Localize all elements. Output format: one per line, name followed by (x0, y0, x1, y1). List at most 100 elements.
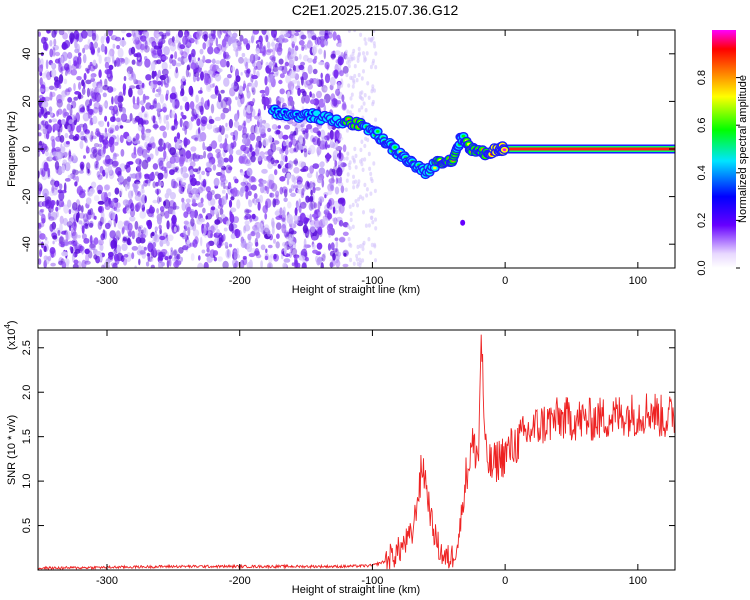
noise-speckle (337, 251, 342, 257)
noise-speckle (363, 157, 367, 162)
noise-speckle (102, 103, 108, 107)
noise-speckle (357, 108, 361, 113)
x-tick-label: 100 (629, 275, 647, 287)
noise-speckle (68, 209, 72, 215)
noise-speckle (136, 60, 140, 67)
noise-speckle (244, 220, 250, 226)
noise-speckle (206, 190, 213, 201)
noise-speckle (352, 185, 356, 190)
noise-speckle (188, 54, 192, 61)
noise-speckle (169, 42, 177, 52)
noise-speckle (151, 231, 155, 237)
noise-speckle (301, 106, 305, 111)
noise-speckle (165, 141, 170, 149)
noise-speckle (104, 115, 108, 122)
noise-speckle (162, 107, 167, 113)
noise-speckle (183, 225, 187, 230)
noise-speckle (274, 63, 278, 68)
noise-speckle (44, 43, 49, 50)
noise-speckle (205, 161, 213, 168)
noise-speckle (152, 88, 156, 93)
noise-speckle (326, 30, 333, 35)
noise-speckle (100, 43, 105, 53)
noise-speckle (285, 74, 292, 84)
noise-speckle (276, 233, 280, 239)
noise-speckle (271, 221, 276, 229)
noise-speckle (292, 138, 297, 147)
noise-speckle (255, 242, 259, 247)
noise-speckle (190, 177, 197, 187)
noise-speckle (45, 150, 49, 157)
noise-speckle (312, 58, 317, 64)
trace-blob (461, 134, 466, 138)
noise-speckle (220, 112, 226, 120)
noise-speckle (223, 97, 229, 102)
noise-speckle (340, 185, 345, 194)
noise-speckle (338, 236, 346, 243)
noise-speckle (139, 250, 146, 255)
noise-speckle (371, 101, 375, 107)
noise-speckle (174, 249, 178, 256)
noise-speckle (205, 167, 212, 173)
noise-speckle (235, 149, 243, 156)
noise-speckle (41, 96, 45, 102)
noise-speckle (109, 200, 114, 208)
noise-speckle (150, 248, 155, 259)
noise-speckle (97, 189, 102, 195)
noise-speckle (316, 258, 321, 266)
noise-speckle (101, 264, 105, 268)
noise-speckle (316, 90, 322, 99)
noise-speckle (217, 156, 225, 167)
noise-speckle (85, 145, 89, 154)
noise-speckle (290, 192, 297, 197)
noise-speckle (133, 39, 140, 45)
noise-speckle (307, 83, 313, 90)
noise-speckle (220, 168, 225, 179)
noise-speckle (43, 161, 49, 172)
noise-speckle (295, 203, 299, 208)
noise-speckle (294, 125, 302, 132)
noise-speckle (299, 212, 306, 223)
noise-speckle (293, 130, 297, 136)
noise-speckle (73, 56, 80, 66)
noise-speckle (158, 138, 164, 147)
noise-speckle (119, 188, 123, 197)
noise-speckle (80, 30, 88, 39)
noise-speckle (99, 105, 104, 112)
noise-speckle (290, 34, 297, 45)
noise-speckle (123, 220, 131, 226)
noise-speckle (198, 101, 204, 106)
noise-speckle (203, 225, 207, 236)
noise-speckle (283, 258, 291, 263)
noise-speckle (57, 229, 61, 236)
noise-speckle (246, 243, 252, 253)
noise-speckle (73, 259, 79, 265)
noise-speckle (52, 151, 59, 157)
noise-speckle (229, 87, 236, 97)
noise-speckle (318, 196, 325, 203)
y-tick-label: 0.5 (21, 518, 33, 533)
noise-speckle (313, 202, 318, 209)
noise-speckle (342, 231, 349, 236)
noise-speckle (190, 217, 195, 227)
noise-speckle (179, 159, 184, 167)
noise-speckle (370, 215, 374, 220)
noise-speckle (342, 249, 349, 257)
noise-speckle (303, 244, 308, 250)
noise-speckle (309, 195, 314, 202)
noise-speckle (159, 228, 162, 235)
noise-speckle (93, 195, 100, 202)
noise-speckle (302, 123, 305, 127)
noise-speckle (204, 146, 208, 151)
noise-speckle (251, 213, 256, 220)
noise-speckle (197, 186, 204, 194)
noise-speckle (77, 204, 82, 212)
noise-speckle (49, 223, 54, 232)
noise-speckle (161, 55, 169, 61)
noise-speckle (202, 141, 206, 151)
snr-ylabel: SNR (10 * v/v) (6, 415, 18, 485)
noise-speckle (143, 246, 147, 251)
noise-speckle (309, 91, 312, 98)
noise-speckle (289, 69, 296, 79)
noise-speckle (165, 114, 169, 121)
